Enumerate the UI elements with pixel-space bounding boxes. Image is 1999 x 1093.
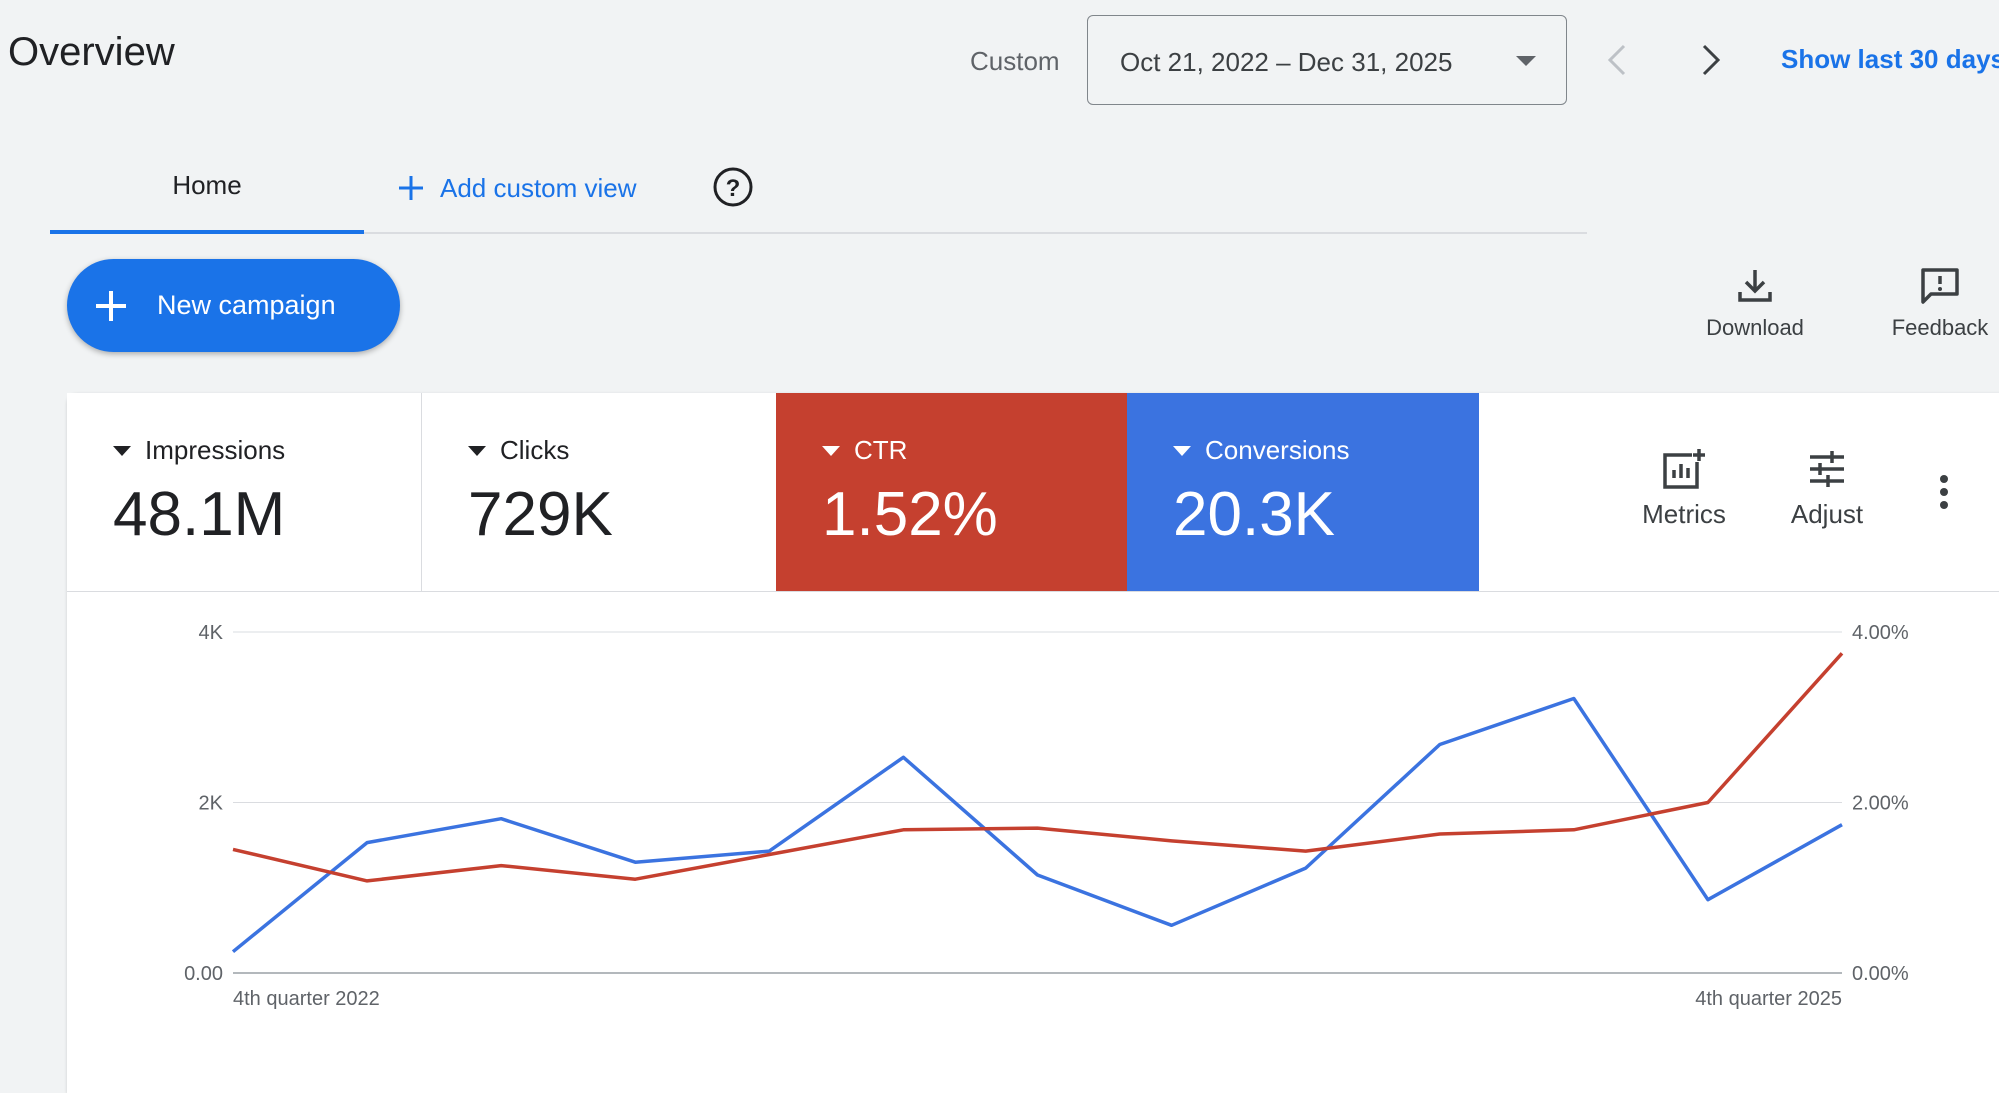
panel-divider bbox=[67, 591, 1999, 592]
metric-label: Clicks bbox=[500, 435, 570, 465]
tab-home[interactable]: Home bbox=[50, 160, 364, 234]
svg-text:?: ? bbox=[726, 175, 741, 202]
add-custom-view-label: Add custom view bbox=[440, 172, 637, 203]
metric-value: 1.52% bbox=[822, 480, 998, 549]
help-icon: ? bbox=[713, 167, 753, 207]
y-axis-left-tick-label: 0.00 bbox=[184, 963, 223, 985]
tab-home-label: Home bbox=[172, 170, 242, 200]
new-campaign-button[interactable]: New campaign bbox=[67, 259, 400, 352]
metric-card-conversions[interactable]: Conversions 20.3K bbox=[1127, 393, 1479, 591]
more-options-button[interactable] bbox=[1932, 472, 1956, 517]
adjust-label: Adjust bbox=[1790, 499, 1864, 529]
chevron-left-icon bbox=[1607, 44, 1626, 76]
caret-down-icon bbox=[113, 445, 131, 456]
metric-label: CTR bbox=[854, 435, 908, 465]
feedback-icon bbox=[1921, 268, 1959, 304]
series-line-0 bbox=[231, 696, 1843, 954]
metric-card-header: Clicks bbox=[468, 435, 569, 466]
download-button[interactable]: Download bbox=[1690, 266, 1820, 341]
metrics-button[interactable]: Metrics bbox=[1622, 448, 1746, 530]
help-button[interactable]: ? bbox=[712, 166, 754, 213]
plus-icon bbox=[96, 290, 126, 321]
date-range-picker[interactable]: Oct 21, 2022 – Dec 31, 2025 bbox=[1087, 15, 1567, 105]
date-range-value: Oct 21, 2022 – Dec 31, 2025 bbox=[1120, 47, 1453, 77]
metric-card-header: CTR bbox=[822, 435, 907, 466]
adjust-icon bbox=[1810, 451, 1844, 487]
download-icon bbox=[1738, 270, 1772, 302]
metric-card-header: Impressions bbox=[113, 435, 285, 466]
more-vert-icon bbox=[1940, 475, 1948, 509]
y-axis-right-tick-label: 2.00% bbox=[1852, 793, 1909, 815]
new-campaign-label: New campaign bbox=[157, 290, 336, 320]
dropdown-arrow-icon bbox=[1516, 56, 1536, 66]
performance-chart: 0.00 0.00% 2K 2.00% 4K 4.00% 4th quarter 2022 4… bbox=[184, 622, 1909, 1010]
metric-label: Conversions bbox=[1205, 435, 1350, 465]
feedback-button[interactable]: Feedback bbox=[1876, 266, 1999, 341]
metric-value: 729K bbox=[468, 480, 613, 549]
feedback-label: Feedback bbox=[1891, 315, 1989, 340]
y-axis-right-tick-label: 4.00% bbox=[1852, 622, 1909, 644]
page-title: Overview bbox=[8, 30, 175, 74]
adjust-button[interactable]: Adjust bbox=[1770, 448, 1884, 530]
x-axis-tick-label: 4th quarter 2025 bbox=[1695, 988, 1842, 1010]
y-axis-left-tick-label: 4K bbox=[199, 622, 224, 644]
metrics-label: Metrics bbox=[1642, 499, 1726, 529]
series-line-1 bbox=[232, 652, 1844, 883]
caret-down-icon bbox=[468, 445, 486, 456]
plus-icon bbox=[399, 176, 423, 200]
download-label: Download bbox=[1706, 315, 1804, 340]
y-axis-right-tick-label: 0.00% bbox=[1852, 963, 1909, 985]
metric-card-header: Conversions bbox=[1173, 435, 1350, 466]
chevron-right-icon bbox=[1702, 44, 1721, 76]
previous-period-button[interactable] bbox=[1604, 40, 1630, 85]
show-last-30-days-link[interactable]: Show last 30 days bbox=[1781, 44, 1999, 74]
next-period-button[interactable] bbox=[1698, 40, 1724, 85]
caret-down-icon bbox=[822, 445, 840, 456]
date-range-type-label: Custom bbox=[970, 46, 1060, 76]
metrics-icon bbox=[1663, 448, 1706, 489]
tabs-divider bbox=[50, 232, 1587, 234]
metric-card-clicks[interactable]: Clicks 729K bbox=[422, 393, 776, 591]
y-axis-left-tick-label: 2K bbox=[199, 793, 224, 815]
metric-label: Impressions bbox=[145, 435, 286, 465]
metric-card-ctr[interactable]: CTR 1.52% bbox=[776, 393, 1127, 591]
x-axis-tick-label: 4th quarter 2022 bbox=[233, 988, 380, 1010]
add-custom-view-button[interactable]: Add custom view bbox=[396, 166, 637, 210]
metric-value: 20.3K bbox=[1173, 480, 1336, 549]
active-tab-indicator bbox=[50, 230, 364, 234]
metric-value: 48.1M bbox=[113, 480, 286, 549]
metric-card-impressions[interactable]: Impressions 48.1M bbox=[67, 393, 422, 591]
caret-down-icon bbox=[1173, 445, 1191, 456]
